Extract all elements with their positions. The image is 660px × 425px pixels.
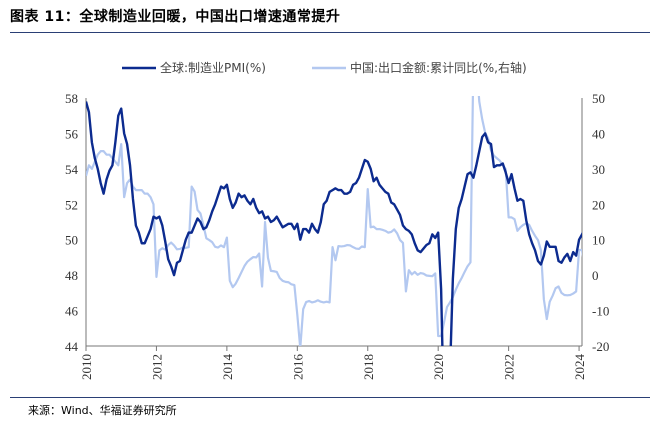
x-tick-label: 2016 xyxy=(290,354,305,381)
right-y-tick-label: -10 xyxy=(592,304,609,319)
left-y-tick-label: 52 xyxy=(65,197,78,212)
x-tick-label: 2020 xyxy=(431,354,446,380)
legend-label-export: 中国:出口金额:累计同比(%,右轴) xyxy=(350,60,527,75)
left-y-tick-label: 50 xyxy=(65,233,78,248)
top-rule xyxy=(10,32,650,33)
plot-area xyxy=(86,96,582,346)
left-y-tick-label: 56 xyxy=(65,126,79,141)
right-y-tick-label: 10 xyxy=(592,233,605,248)
legend: 全球:制造业PMI(%) 中国:出口金额:累计同比(%,右轴) xyxy=(122,60,527,75)
x-tick-label: 2012 xyxy=(149,354,164,380)
series-line-export xyxy=(86,96,582,346)
right-y-tick-label: 30 xyxy=(592,162,605,177)
series-line-pmi xyxy=(86,101,582,346)
x-tick-label: 2014 xyxy=(220,354,235,381)
legend-label-pmi: 全球:制造业PMI(%) xyxy=(160,60,266,75)
right-y-tick-label: -20 xyxy=(592,339,609,354)
x-tick-label: 2022 xyxy=(502,354,517,380)
left-y-tick-label: 46 xyxy=(65,304,79,319)
axes: 44 46 48 50 52 54 56 58 -20 -10 0 10 20 30 40 50 2010 201… xyxy=(65,91,609,380)
bottom-rule xyxy=(10,397,650,398)
left-y-tick-label: 54 xyxy=(65,162,79,177)
right-y-tick-label: 20 xyxy=(592,197,605,212)
x-tick-label: 2024 xyxy=(572,354,587,381)
left-y-tick-label: 58 xyxy=(65,91,78,106)
x-tick-label: 2018 xyxy=(361,354,376,380)
left-y-tick-label: 48 xyxy=(65,268,78,283)
right-y-tick-label: 50 xyxy=(592,91,605,106)
figure-title: 图表 11：全球制造业回暖，中国出口增速通常提升 xyxy=(10,9,341,25)
left-y-tick-label: 44 xyxy=(65,339,79,354)
right-y-tick-label: 0 xyxy=(592,268,599,283)
source-note: 来源：Wind、华福证券研究所 xyxy=(28,404,177,417)
right-y-tick-label: 40 xyxy=(592,126,605,141)
x-tick-label: 2010 xyxy=(79,354,94,380)
